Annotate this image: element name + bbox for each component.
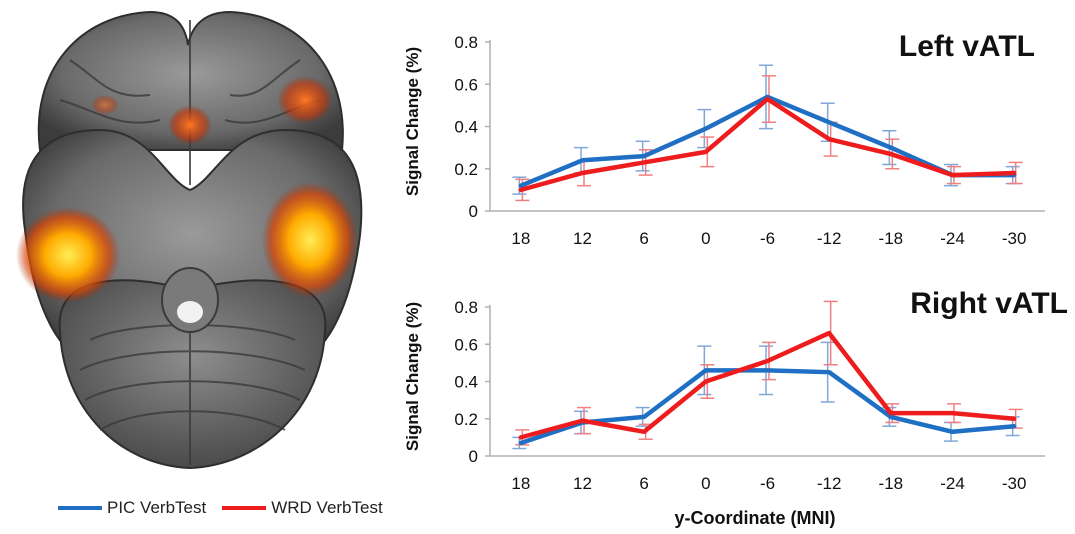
y-tick-label: 0.6 xyxy=(454,75,478,94)
x-tick-label: 0 xyxy=(701,474,710,493)
y-tick-label: 0.4 xyxy=(454,118,478,137)
y-tick-label: 0.2 xyxy=(454,160,478,179)
x-tick-label: 18 xyxy=(511,229,530,248)
legend: PIC VerbTest WRD VerbTest xyxy=(58,498,399,518)
y-tick-label: 0.8 xyxy=(454,33,478,52)
brain-slice-image xyxy=(16,10,363,470)
y-tick-label: 0.4 xyxy=(454,373,478,392)
legend-label-wrd: WRD VerbTest xyxy=(271,498,383,517)
series-line-pic xyxy=(518,368,1017,446)
y-axis-label: Signal Change (%) xyxy=(403,47,422,196)
x-tick-label: -6 xyxy=(760,229,775,248)
y-tick-label: 0 xyxy=(469,447,478,466)
chart-title: Right vATL xyxy=(910,287,1068,320)
y-tick-label: 0 xyxy=(469,202,478,221)
x-axis-title: y-Coordinate (MNI) xyxy=(674,508,836,528)
x-tick-label: -12 xyxy=(817,474,842,493)
series-line-wrd xyxy=(518,96,1017,193)
x-tick-label: -24 xyxy=(940,474,965,493)
x-tick-label: -30 xyxy=(1002,229,1027,248)
x-tick-label: -24 xyxy=(940,229,965,248)
x-tick-label: -12 xyxy=(817,229,842,248)
x-tick-label: -18 xyxy=(879,474,904,493)
chart-panel-0: 0 0.2 0.4 0.6 0.8 18 12 6 0 -6 -12 -18 -24 -30 Signal … xyxy=(403,30,1045,248)
legend-item-wrd: WRD VerbTest xyxy=(222,498,383,518)
x-tick-label: 6 xyxy=(639,474,648,493)
x-tick-label: 0 xyxy=(701,229,710,248)
legend-item-pic: PIC VerbTest xyxy=(58,498,206,518)
series-line-wrd xyxy=(518,330,1017,440)
x-tick-label: -6 xyxy=(760,474,775,493)
x-tick-label: 18 xyxy=(511,474,530,493)
x-tick-label: 12 xyxy=(573,229,592,248)
y-tick-label: 0.2 xyxy=(454,410,478,429)
legend-label-pic: PIC VerbTest xyxy=(107,498,207,517)
x-tick-label: -18 xyxy=(879,229,904,248)
legend-swatch-wrd xyxy=(222,506,267,510)
legend-swatch-pic xyxy=(58,506,102,510)
x-tick-label: -30 xyxy=(1002,474,1027,493)
y-tick-label: 0.6 xyxy=(454,335,478,354)
chart-panel-1: 0 0.2 0.4 0.6 0.8 18 12 6 0 -6 -12 -18 -24 -30 Signal … xyxy=(403,287,1068,493)
y-axis-label: Signal Change (%) xyxy=(403,302,422,451)
x-tick-label: 12 xyxy=(573,474,592,493)
x-tick-label: 6 xyxy=(639,229,648,248)
y-tick-label: 0.8 xyxy=(454,298,478,317)
chart-title: Left vATL xyxy=(899,30,1035,63)
